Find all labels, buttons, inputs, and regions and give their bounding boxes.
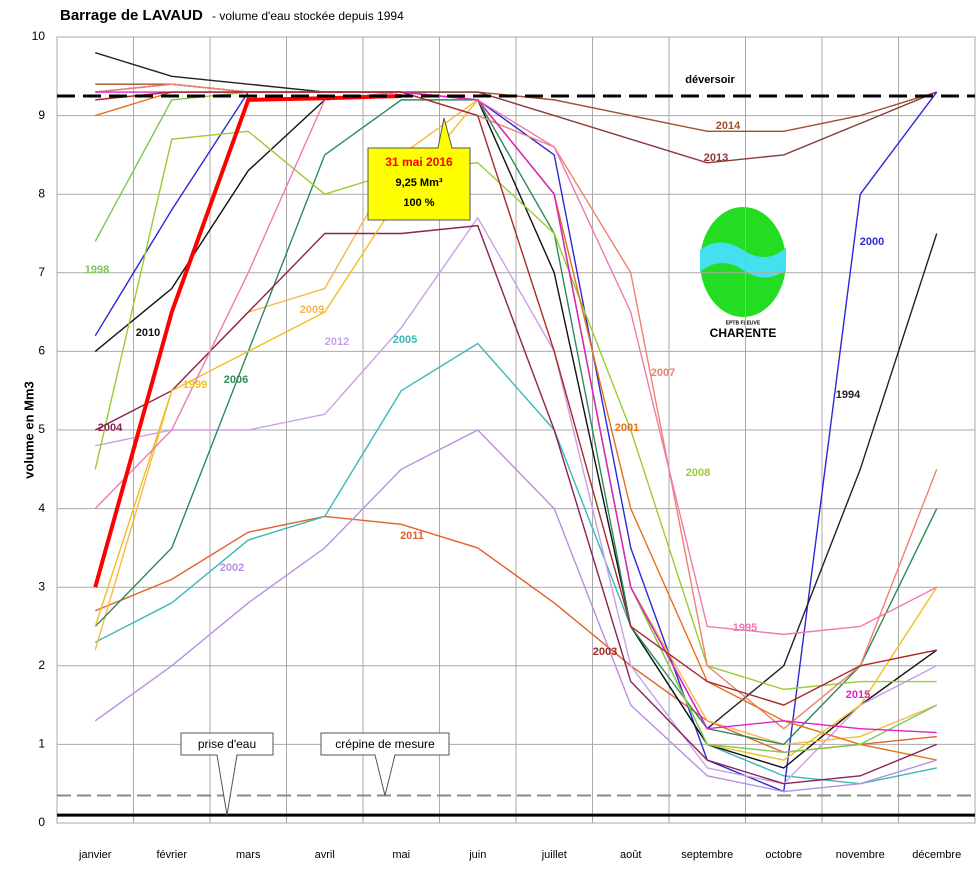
x-tick-label: février — [156, 849, 187, 861]
series-line — [94, 91, 938, 636]
annotation-text: 100 % — [403, 197, 434, 209]
y-tick-label: 6 — [38, 344, 45, 358]
series-label: 2007 — [651, 367, 675, 379]
x-tick-label: mai — [392, 849, 410, 861]
x-tick-label: septembre — [681, 849, 733, 861]
x-tick-label: juillet — [541, 849, 567, 861]
series-label: 2013 — [704, 152, 728, 164]
series-label: 2010 — [136, 327, 160, 339]
series-label: 2008 — [686, 467, 710, 479]
series-label: 2012 — [325, 336, 349, 348]
series-line — [93, 93, 402, 588]
series-label: 2009 — [300, 304, 324, 316]
callout-box — [180, 732, 274, 816]
series-label: 2005 — [393, 334, 417, 346]
series-label: 2000 — [860, 236, 884, 248]
series-label: 2006 — [224, 374, 248, 386]
y-tick-label: 2 — [38, 658, 45, 672]
x-tick-label: janvier — [78, 849, 112, 861]
x-tick-label: novembre — [836, 849, 885, 861]
callout-box — [320, 732, 450, 796]
series-line — [95, 91, 937, 706]
series-label: 2015 — [846, 689, 870, 701]
logo: EPTB FLEUVE CHARENTE — [700, 207, 786, 340]
reference-label: prise d'eau — [198, 737, 256, 751]
y-tick-label: 10 — [32, 29, 46, 43]
y-tick-label: 4 — [38, 501, 45, 515]
series-label: 2011 — [400, 530, 424, 542]
annotation-text: 9,25 Mm³ — [395, 177, 442, 189]
series-line — [94, 342, 937, 785]
series-line — [95, 216, 938, 785]
series-line — [94, 429, 937, 793]
annotation-text: 31 mai 2016 — [385, 155, 453, 169]
logo-text: EPTB FLEUVE — [726, 320, 761, 326]
x-tick-label: octobre — [765, 849, 802, 861]
series-label: 1994 — [836, 389, 861, 401]
series-line — [94, 224, 938, 785]
series-label: 2014 — [716, 120, 741, 132]
y-tick-label: 9 — [38, 108, 45, 122]
logo-text: CHARENTE — [710, 326, 777, 340]
logo-wave — [700, 242, 786, 278]
y-tick-label: 5 — [38, 422, 45, 436]
series-label: 2001 — [615, 422, 639, 434]
annotation-box — [367, 117, 471, 221]
reference-label: crépine de mesure — [335, 737, 435, 751]
y-axis-label: volume en Mm3 — [21, 381, 36, 479]
series-label: 1998 — [85, 264, 109, 276]
series-label: 1995 — [733, 622, 757, 634]
series-label: 2003 — [593, 646, 617, 658]
series-label: 1999 — [183, 379, 207, 391]
chart-subtitle: - volume d'eau stockée depuis 1994 — [212, 9, 404, 23]
series-label: 2002 — [220, 562, 244, 574]
y-tick-label: 7 — [38, 265, 45, 279]
series-line — [95, 83, 938, 730]
y-tick-label: 0 — [38, 815, 45, 829]
chart-title: Barrage de LAVAUD — [60, 7, 203, 24]
reference-label: déversoir — [685, 74, 735, 86]
series-label: 2004 — [98, 422, 123, 434]
x-tick-label: juin — [468, 849, 486, 861]
series-line — [94, 91, 938, 769]
y-tick-label: 8 — [38, 186, 45, 200]
x-tick-label: décembre — [912, 849, 961, 861]
x-tick-label: août — [620, 849, 641, 861]
series-line — [94, 91, 938, 793]
x-tick-label: mars — [236, 849, 261, 861]
y-tick-label: 3 — [38, 579, 45, 593]
y-tick-label: 1 — [38, 737, 45, 751]
x-tick-label: avril — [315, 849, 335, 861]
series-line — [94, 99, 938, 746]
